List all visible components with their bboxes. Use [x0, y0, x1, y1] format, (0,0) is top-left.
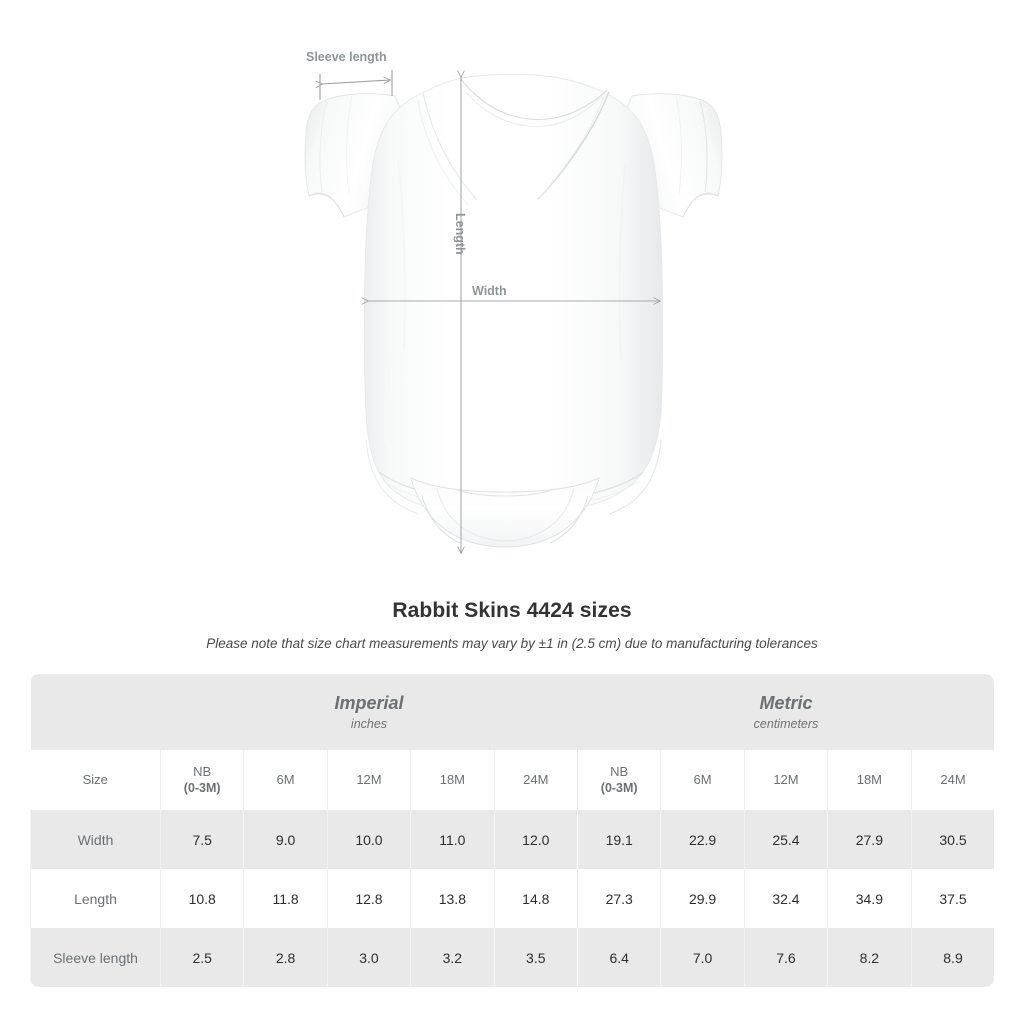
size-chart-table: Imperial inches Metric centimeters Size …	[30, 674, 995, 987]
chart-heading-block: Rabbit Skins 4424 sizes Please note that…	[0, 598, 1024, 652]
cell-width-nb-cm: 19.1	[576, 810, 661, 869]
cell-sleeve-6m-cm: 7.0	[660, 928, 745, 987]
cell-sleeve-18m-cm: 8.2	[827, 928, 912, 987]
unit-band-row: Imperial inches Metric centimeters	[30, 674, 995, 750]
header-col-label: NB	[193, 764, 212, 779]
sleeve-length-annotation: Sleeve length	[306, 50, 393, 100]
header-col-sub: (0-3M)	[183, 781, 221, 795]
header-col-6m-metric: 6M	[660, 750, 745, 810]
cell-width-12m-cm: 25.4	[743, 810, 828, 869]
header-col-24m-imperial: 24M	[493, 750, 578, 810]
header-col-sub: (0-3M)	[600, 781, 638, 795]
header-size-label: Size	[30, 750, 161, 810]
bodysuit-diagram: Sleeve length Length Width	[304, 50, 723, 580]
cell-width-6m-cm: 22.9	[660, 810, 745, 869]
cell-length-18m-in: 13.8	[410, 869, 495, 928]
sleeve-length-arrow	[322, 80, 390, 84]
cell-sleeve-12m-cm: 7.6	[743, 928, 828, 987]
row-label-width: Width	[30, 810, 161, 869]
cell-width-24m-in: 12.0	[493, 810, 578, 869]
cell-sleeve-24m-in: 3.5	[493, 928, 578, 987]
cell-sleeve-6m-in: 2.8	[243, 928, 328, 987]
unit-metric-cell: Metric centimeters	[577, 674, 995, 750]
header-col-18m-metric: 18M	[827, 750, 912, 810]
cell-length-6m-cm: 29.9	[660, 869, 745, 928]
width-annotation: Width	[368, 284, 660, 301]
cell-length-24m-cm: 37.5	[910, 869, 995, 928]
header-col-6m-imperial: 6M	[243, 750, 328, 810]
cell-length-12m-cm: 32.4	[743, 869, 828, 928]
length-label: Length	[453, 213, 467, 255]
header-col-label: NB	[610, 764, 629, 779]
cell-width-6m-in: 9.0	[243, 810, 328, 869]
cell-length-nb-in: 10.8	[159, 869, 244, 928]
header-col-24m-metric: 24M	[910, 750, 995, 810]
cell-width-nb-in: 7.5	[159, 810, 244, 869]
cell-length-6m-in: 11.8	[243, 869, 328, 928]
cell-length-nb-cm: 27.3	[576, 869, 661, 928]
size-chart-table-wrap: Imperial inches Metric centimeters Size …	[30, 674, 995, 987]
header-col-nb-metric: NB (0-3M)	[576, 750, 661, 810]
cell-sleeve-nb-in: 2.5	[159, 928, 244, 987]
page-title: Rabbit Skins 4424 sizes	[392, 599, 632, 622]
row-label-length: Length	[30, 869, 161, 928]
garment-illustration: Sleeve length Length Width	[304, 50, 723, 580]
unit-imperial-cell: Imperial inches	[160, 674, 578, 750]
unit-imperial-sub: inches	[350, 717, 388, 731]
row-label-sleeve-length: Sleeve length	[30, 928, 161, 987]
table-row: Width 7.5 9.0 10.0 11.0 12.0 19.1 22.9 2…	[30, 810, 995, 869]
header-col-12m-imperial: 12M	[326, 750, 411, 810]
cell-width-24m-cm: 30.5	[910, 810, 995, 869]
cell-sleeve-24m-cm: 8.9	[910, 928, 995, 987]
cell-length-12m-in: 12.8	[326, 869, 411, 928]
table-row: Length 10.8 11.8 12.8 13.8 14.8 27.3 29.…	[30, 869, 995, 928]
header-col-nb-imperial: NB (0-3M)	[159, 750, 244, 810]
size-header-row: Size NB (0-3M) 6M 12M 18M 24M NB (0-3M) …	[30, 750, 995, 810]
header-col-18m-imperial: 18M	[410, 750, 495, 810]
unit-imperial-name: Imperial	[334, 693, 404, 713]
cell-width-12m-in: 10.0	[326, 810, 411, 869]
width-label: Width	[472, 284, 507, 298]
cell-sleeve-12m-in: 3.0	[326, 928, 411, 987]
cell-sleeve-nb-cm: 6.4	[576, 928, 661, 987]
length-annotation: Length	[453, 77, 467, 553]
cell-width-18m-in: 11.0	[410, 810, 495, 869]
cell-width-18m-cm: 27.9	[827, 810, 912, 869]
unit-metric-sub: centimeters	[753, 717, 819, 731]
header-col-12m-metric: 12M	[743, 750, 828, 810]
unit-band-spacer	[30, 674, 161, 750]
sleeve-length-label: Sleeve length	[306, 50, 387, 64]
unit-metric-name: Metric	[759, 693, 813, 713]
cell-sleeve-18m-in: 3.2	[410, 928, 495, 987]
bodysuit-body	[363, 73, 664, 516]
cell-length-18m-cm: 34.9	[827, 869, 912, 928]
table-row: Sleeve length 2.5 2.8 3.0 3.2 3.5 6.4 7.…	[30, 928, 995, 987]
cell-length-24m-in: 14.8	[493, 869, 578, 928]
tolerance-note: Please note that size chart measurements…	[206, 636, 818, 651]
